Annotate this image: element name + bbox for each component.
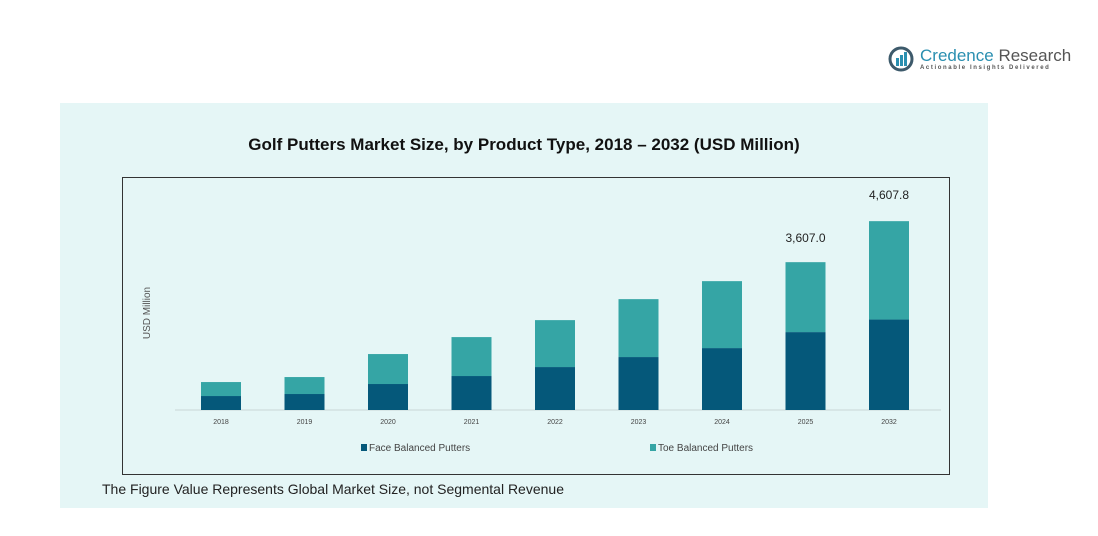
bar-toe-2032: [869, 221, 909, 320]
chart-panel: Golf Putters Market Size, by Product Typ…: [60, 103, 988, 508]
bar-face-2019: [284, 394, 325, 410]
bar-face-2023: [618, 357, 659, 410]
bar-toe-2021: [451, 337, 492, 377]
x-tick-2025: 2025: [798, 419, 814, 426]
bar-face-2020: [368, 384, 408, 410]
legend-swatch-0: [361, 444, 367, 451]
x-tick-2023: 2023: [631, 419, 647, 426]
bar-face-2025: [785, 332, 826, 410]
bar-toe-2025: [785, 262, 826, 333]
bar-face-2018: [201, 396, 241, 410]
x-tick-2019: 2019: [297, 419, 313, 426]
bar-face-2032: [869, 319, 909, 410]
x-tick-2020: 2020: [380, 419, 396, 426]
chart-title: Golf Putters Market Size, by Product Typ…: [248, 135, 800, 154]
legend-label-0: Face Balanced Putters: [369, 443, 470, 454]
bar-face-2021: [451, 376, 492, 410]
plot-box: USD Million 2018 2019 2020 2021 2022 2023 2024 2…: [122, 177, 950, 475]
footnote: The Figure Value Represents Global Marke…: [102, 481, 564, 497]
x-tick-2018: 2018: [213, 419, 229, 426]
logo-name-1: Credence: [920, 46, 994, 65]
bar-face-2022: [535, 367, 575, 410]
data-label-2025: 3,607.0: [785, 231, 825, 245]
bar-toe-2018: [201, 382, 241, 397]
logo-tagline: Actionable Insights Delivered: [920, 65, 1051, 71]
bar-face-2024: [702, 348, 742, 410]
logo: Credence Research Actionable Insights De…: [888, 46, 1071, 72]
x-tick-2021: 2021: [464, 419, 480, 426]
data-label-2032: 4,607.8: [869, 188, 909, 202]
bar-toe-2024: [702, 281, 742, 349]
logo-name-2: Research: [993, 46, 1072, 65]
logo-icon: [888, 46, 914, 72]
bar-toe-2022: [535, 320, 575, 368]
x-tick-2024: 2024: [714, 419, 730, 426]
legend-swatch-1: [650, 444, 656, 451]
legend-label-1: Toe Balanced Putters: [658, 443, 753, 454]
x-tick-2032: 2032: [881, 419, 897, 426]
x-tick-2022: 2022: [547, 419, 563, 426]
bar-toe-2020: [368, 354, 408, 385]
bar-toe-2019: [284, 377, 325, 395]
y-axis-label: USD Million: [142, 287, 153, 339]
bar-toe-2023: [618, 299, 659, 358]
bar-chart: USD Million 2018 2019 2020 2021 2022 2023 2024 2…: [142, 188, 941, 454]
